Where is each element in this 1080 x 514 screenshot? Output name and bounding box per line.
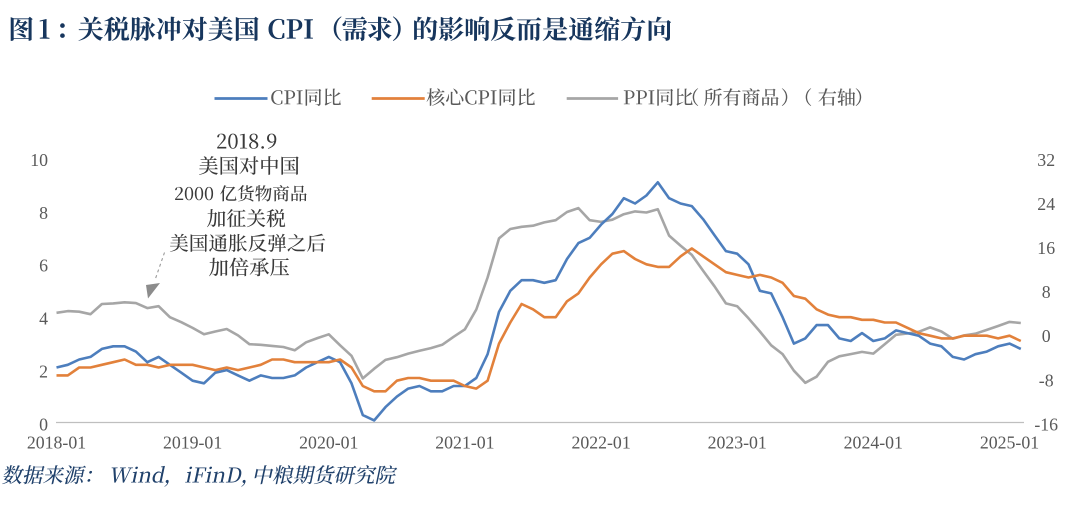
svg-text:16: 16 [1037,238,1055,258]
svg-text:24: 24 [1037,194,1055,214]
svg-text:2021-01: 2021-01 [435,433,494,453]
svg-text:8: 8 [1042,282,1051,302]
svg-text:4: 4 [39,309,48,329]
svg-text:-16: -16 [1034,414,1058,434]
svg-text:6: 6 [39,256,48,276]
svg-text:-8: -8 [1039,370,1054,390]
svg-text:32: 32 [1037,150,1055,170]
svg-text:0: 0 [39,414,48,434]
svg-text:2: 2 [39,362,48,382]
svg-text:8: 8 [39,203,48,223]
svg-text:2024-01: 2024-01 [844,433,903,453]
svg-text:2020-01: 2020-01 [299,433,358,453]
svg-text:2023-01: 2023-01 [708,433,767,453]
svg-text:2018-01: 2018-01 [27,433,86,453]
svg-text:2022-01: 2022-01 [571,433,630,453]
svg-text:2025-01: 2025-01 [980,433,1039,453]
svg-text:2019-01: 2019-01 [163,433,222,453]
svg-text:10: 10 [30,150,48,170]
svg-text:0: 0 [1042,326,1051,346]
